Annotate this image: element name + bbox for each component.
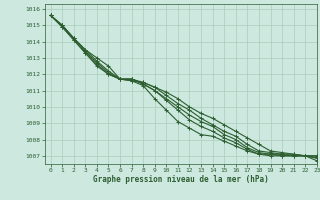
X-axis label: Graphe pression niveau de la mer (hPa): Graphe pression niveau de la mer (hPa) [93, 175, 269, 184]
